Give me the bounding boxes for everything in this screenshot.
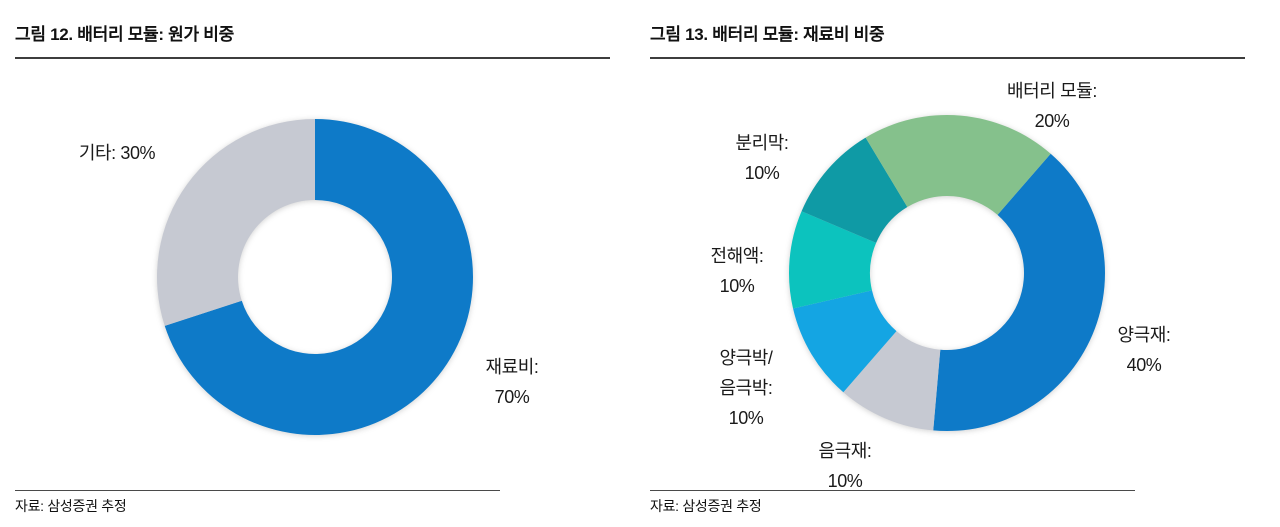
slice-electrolyte: [788, 211, 877, 309]
figure-13-chart-area: 양극재: 40% 음극재: 10% 양극박/음극박: 10% 전해액: 10% 분리막: 10% 배…: [650, 60, 1245, 491]
figure-12-title: 그림 12. 배터리 모듈: 원가 비중: [15, 25, 234, 44]
chart-label-cathode-anode-foil: 양극박/음극박: 10%: [719, 348, 773, 428]
chart-label-materials-cost: 재료비: 70%: [485, 357, 539, 407]
slice-battery-module: [865, 115, 1051, 215]
figure-12-source: 자료: 삼성증권 추정: [15, 498, 127, 514]
chart-label-others: 기타: 30%: [78, 143, 156, 163]
donut-chart-0: [156, 119, 473, 436]
chart-label-separator: 분리막: 10%: [735, 133, 789, 183]
slice-cathode-anode-foil: [793, 290, 897, 393]
figure-12-title-rule: [15, 57, 610, 59]
slice-cathode-material: [933, 153, 1105, 432]
chart-label-electrolyte: 전해액: 10%: [710, 246, 764, 296]
figure-12-source-rule: [15, 490, 500, 491]
figure-13-source: 자료: 삼성증권 추정: [650, 498, 762, 514]
chart-label-battery-module: 배터리 모듈: 20%: [1006, 81, 1097, 131]
slice-separator: [801, 137, 908, 243]
chart-label-cathode-material: 양극재: 40%: [1117, 325, 1171, 375]
slice-others: [156, 119, 315, 326]
slice-anode-material: [843, 331, 941, 431]
figure-13-title-rule: [650, 57, 1245, 59]
figure-13-panel: 그림 13. 배터리 모듈: 재료비 비중 양극재: 40% 음극재: 10% 양극박/…: [650, 18, 1245, 523]
figure-13-source-rule: [650, 490, 1135, 491]
figure-13-title: 그림 13. 배터리 모듈: 재료비 비중: [650, 25, 885, 44]
figure-12-panel: 그림 12. 배터리 모듈: 원가 비중 재료비: 70% 기타: 30% 자료: …: [15, 18, 610, 523]
slice-materials-cost: [164, 119, 473, 436]
donut-chart-1: [788, 115, 1105, 432]
chart-label-anode-material: 음극재: 10%: [818, 441, 872, 491]
figure-12-chart-area: 재료비: 70% 기타: 30%: [15, 60, 610, 490]
